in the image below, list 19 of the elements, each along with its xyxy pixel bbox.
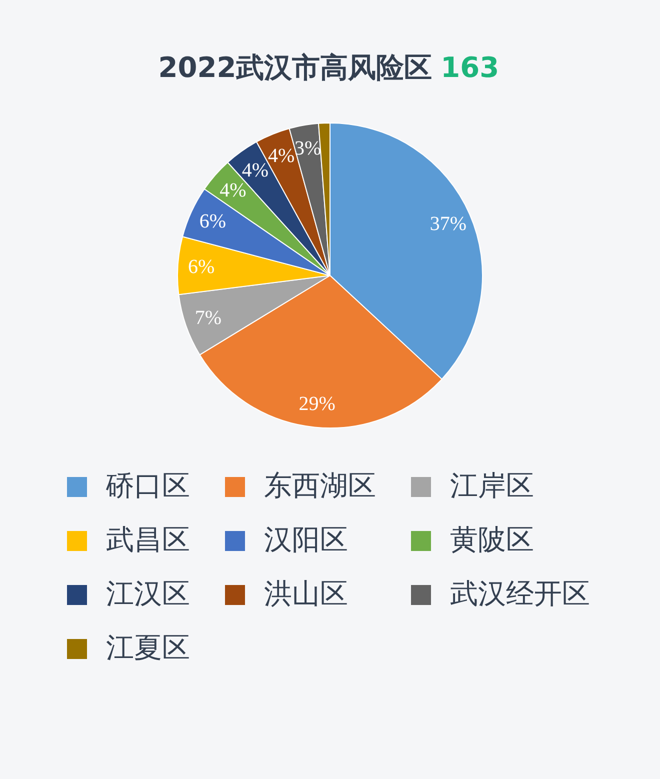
legend-label: 武汉经开区 (450, 577, 590, 610)
legend-label: 洪山区 (264, 577, 348, 610)
legend-label: 江汉区 (106, 577, 190, 610)
legend-label: 江岸区 (450, 469, 534, 502)
data-label: 37% (430, 212, 467, 235)
data-label: 6% (188, 256, 215, 278)
data-label: 4% (220, 179, 246, 202)
chart-title: 2022武汉市高风险区 163 (158, 51, 500, 84)
data-label: 4% (242, 159, 268, 182)
data-label: 6% (199, 210, 226, 233)
data-label: 4% (268, 145, 295, 168)
legend-label: 汉阳区 (264, 523, 348, 556)
legend-label: 硚口区 (105, 469, 190, 502)
legend-label: 江夏区 (106, 631, 190, 664)
data-label: 7% (194, 307, 222, 330)
legend-label: 黄陂区 (450, 523, 534, 556)
legend-label: 武昌区 (106, 523, 190, 556)
legend-label: 东西湖区 (264, 469, 376, 502)
data-label: 29% (298, 392, 336, 415)
